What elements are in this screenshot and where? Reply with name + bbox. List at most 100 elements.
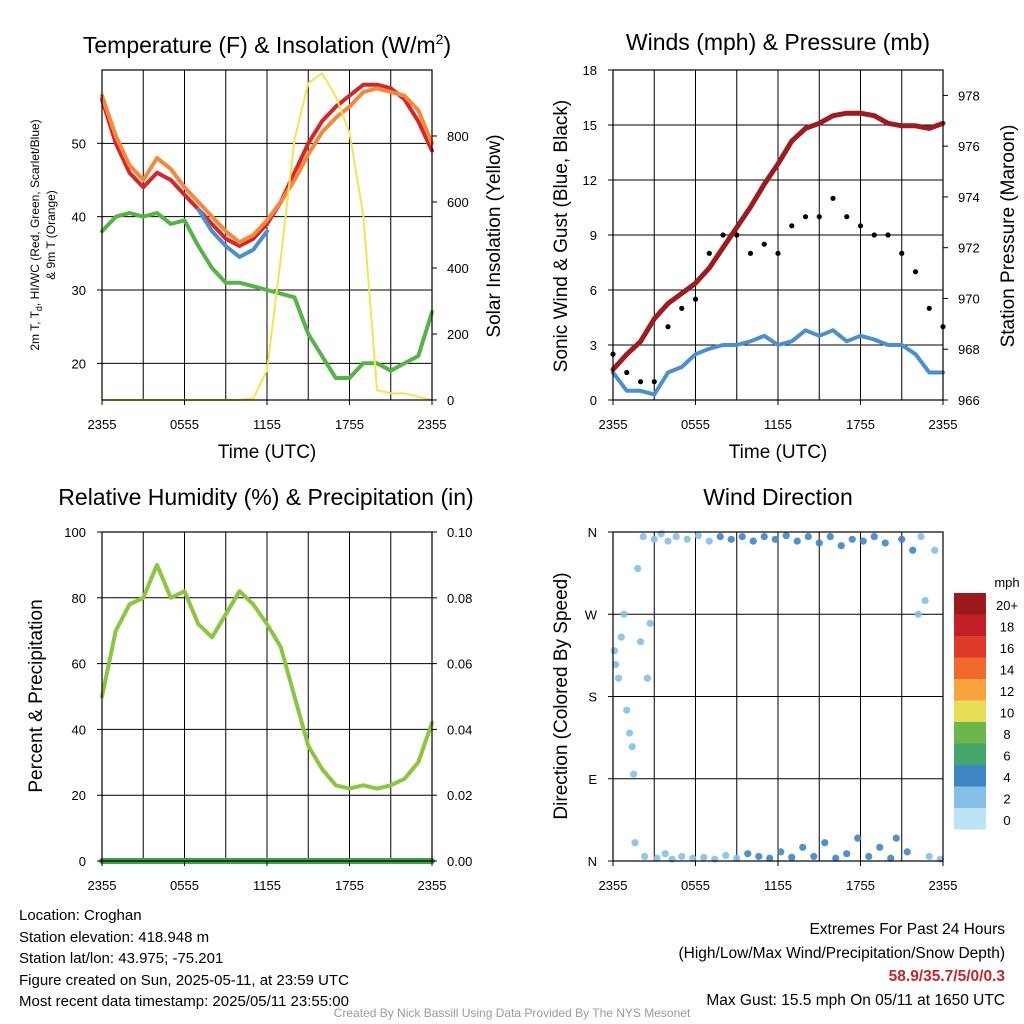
y-tick-label: W (585, 607, 598, 622)
gust-point (747, 250, 754, 256)
gust-point (912, 269, 919, 275)
direction-point (700, 853, 708, 861)
y-right-tick-label: 970 (958, 291, 980, 306)
gust-point (789, 223, 795, 229)
legend-swatch (954, 700, 986, 722)
direction-point (630, 770, 638, 778)
y-right-tick-label: 976 (958, 139, 980, 154)
y-right-tick-label: 400 (447, 261, 469, 276)
direction-point (810, 852, 818, 861)
gust-point (761, 241, 767, 247)
credit-line: Created By Nick Bassill Using Data Provi… (333, 1006, 691, 1020)
y-right-tick-label: 0.06 (447, 657, 472, 672)
winds-ylabel: Sonic Wind & Gust (Blue, Black) (551, 100, 572, 372)
direction-point (826, 532, 834, 541)
legend-label: 16 (1000, 641, 1014, 656)
direction-point (914, 610, 922, 618)
legend-label: 14 (1000, 663, 1014, 678)
legend-title: mph (994, 575, 1019, 590)
direction-point (639, 532, 647, 541)
direction-point (631, 839, 639, 847)
x-tick-label: 2355 (88, 878, 117, 893)
x-tick-label: 0555 (170, 878, 199, 893)
station-pressure-line (610, 110, 946, 372)
legend-label: 18 (1000, 620, 1014, 635)
gust-point (651, 379, 657, 385)
y-tick-label: 3 (590, 338, 597, 353)
info-created: Figure created on Sun, 2025-05-11, at 23… (19, 971, 349, 989)
x-tick-label: 2355 (418, 417, 447, 432)
direction-point (865, 852, 873, 861)
x-tick-label: 1155 (253, 878, 281, 893)
direction-point (903, 848, 911, 856)
legend-swatch (954, 679, 986, 701)
winds-xlabel: Time (UTC) (729, 442, 828, 463)
direction-point (722, 851, 730, 860)
y-tick-label: 40 (72, 210, 86, 225)
gust-point (637, 379, 644, 385)
direction-point (854, 834, 862, 842)
temperature-grid (102, 70, 432, 400)
y-right-tick-label: 0.08 (447, 591, 472, 606)
gust-point (885, 232, 891, 238)
x-tick-label: 2355 (929, 878, 958, 893)
wind-direction-panel: Wind Direction 2355 0555 1155 1755 2355NESWN… (551, 484, 1020, 893)
y-tick-label: 20 (72, 788, 86, 803)
direction-point (777, 848, 785, 856)
x-tick-label: 0555 (170, 417, 199, 432)
wind-direction-grid (613, 532, 943, 861)
y-tick-label: 30 (72, 283, 86, 298)
x-tick-label: 1755 (335, 417, 364, 432)
winds-lines (610, 110, 946, 397)
x-tick-label: 1155 (253, 417, 281, 432)
gust-point (816, 214, 822, 220)
direction-point (634, 564, 642, 573)
direction-point (612, 660, 620, 669)
direction-point (727, 535, 735, 543)
y-right-tick-label: 0.04 (447, 722, 472, 737)
direction-point (837, 542, 845, 550)
relative-humidity-line (100, 562, 434, 791)
legend-swatch (954, 614, 986, 636)
y-tick-label: N (588, 525, 597, 540)
winds-panel: Winds (mph) & Pressure (mb) 2355 0555 1155… (551, 29, 1019, 463)
gust-point (720, 232, 726, 238)
extremes-subheading: (High/Low/Max Wind/Precipitation/Snow De… (678, 944, 1006, 962)
direction-point (653, 854, 661, 862)
direction-point (643, 674, 651, 682)
direction-point (925, 852, 933, 861)
direction-point (744, 850, 752, 858)
y-tick-label: S (588, 690, 597, 705)
9m-t-line (100, 86, 434, 245)
direction-point (898, 535, 906, 543)
temperature-lines (100, 72, 434, 401)
y-right-tick-label: 968 (958, 342, 980, 357)
x-tick-label: 1155 (764, 417, 792, 432)
extremes-box: Extremes For Past 24 Hours (High/Low/Max… (679, 918, 1006, 1012)
speed-legend: mph 20+ 18 16 14 12 10 8 6 4 2 0 (954, 575, 1020, 830)
direction-point (668, 855, 676, 863)
y-tick-label: 100 (64, 525, 86, 540)
direction-point (887, 854, 895, 862)
info-location: Location: Croghan (19, 907, 142, 924)
direction-point (815, 539, 823, 547)
direction-point (892, 834, 900, 842)
gust-point (679, 305, 685, 311)
direction-point (738, 532, 746, 541)
2m-t-line (100, 82, 434, 248)
y-right-tick-label: 0 (447, 393, 454, 408)
gust-point (926, 305, 932, 311)
hi-wc-line (196, 207, 269, 259)
gust-point (802, 214, 809, 220)
x-tick-label: 1755 (846, 878, 875, 893)
direction-point (766, 854, 774, 862)
gust-point (899, 250, 905, 256)
gust-point (665, 324, 671, 330)
direction-point (793, 537, 801, 545)
x-tick-label: 2355 (929, 417, 958, 432)
y-tick-label: 60 (72, 657, 86, 672)
direction-point (623, 706, 631, 714)
x-tick-label: 2355 (599, 878, 628, 893)
extremes-max-gust: Max Gust: 15.5 mph On 05/11 at 1650 UTC (706, 991, 1005, 1009)
